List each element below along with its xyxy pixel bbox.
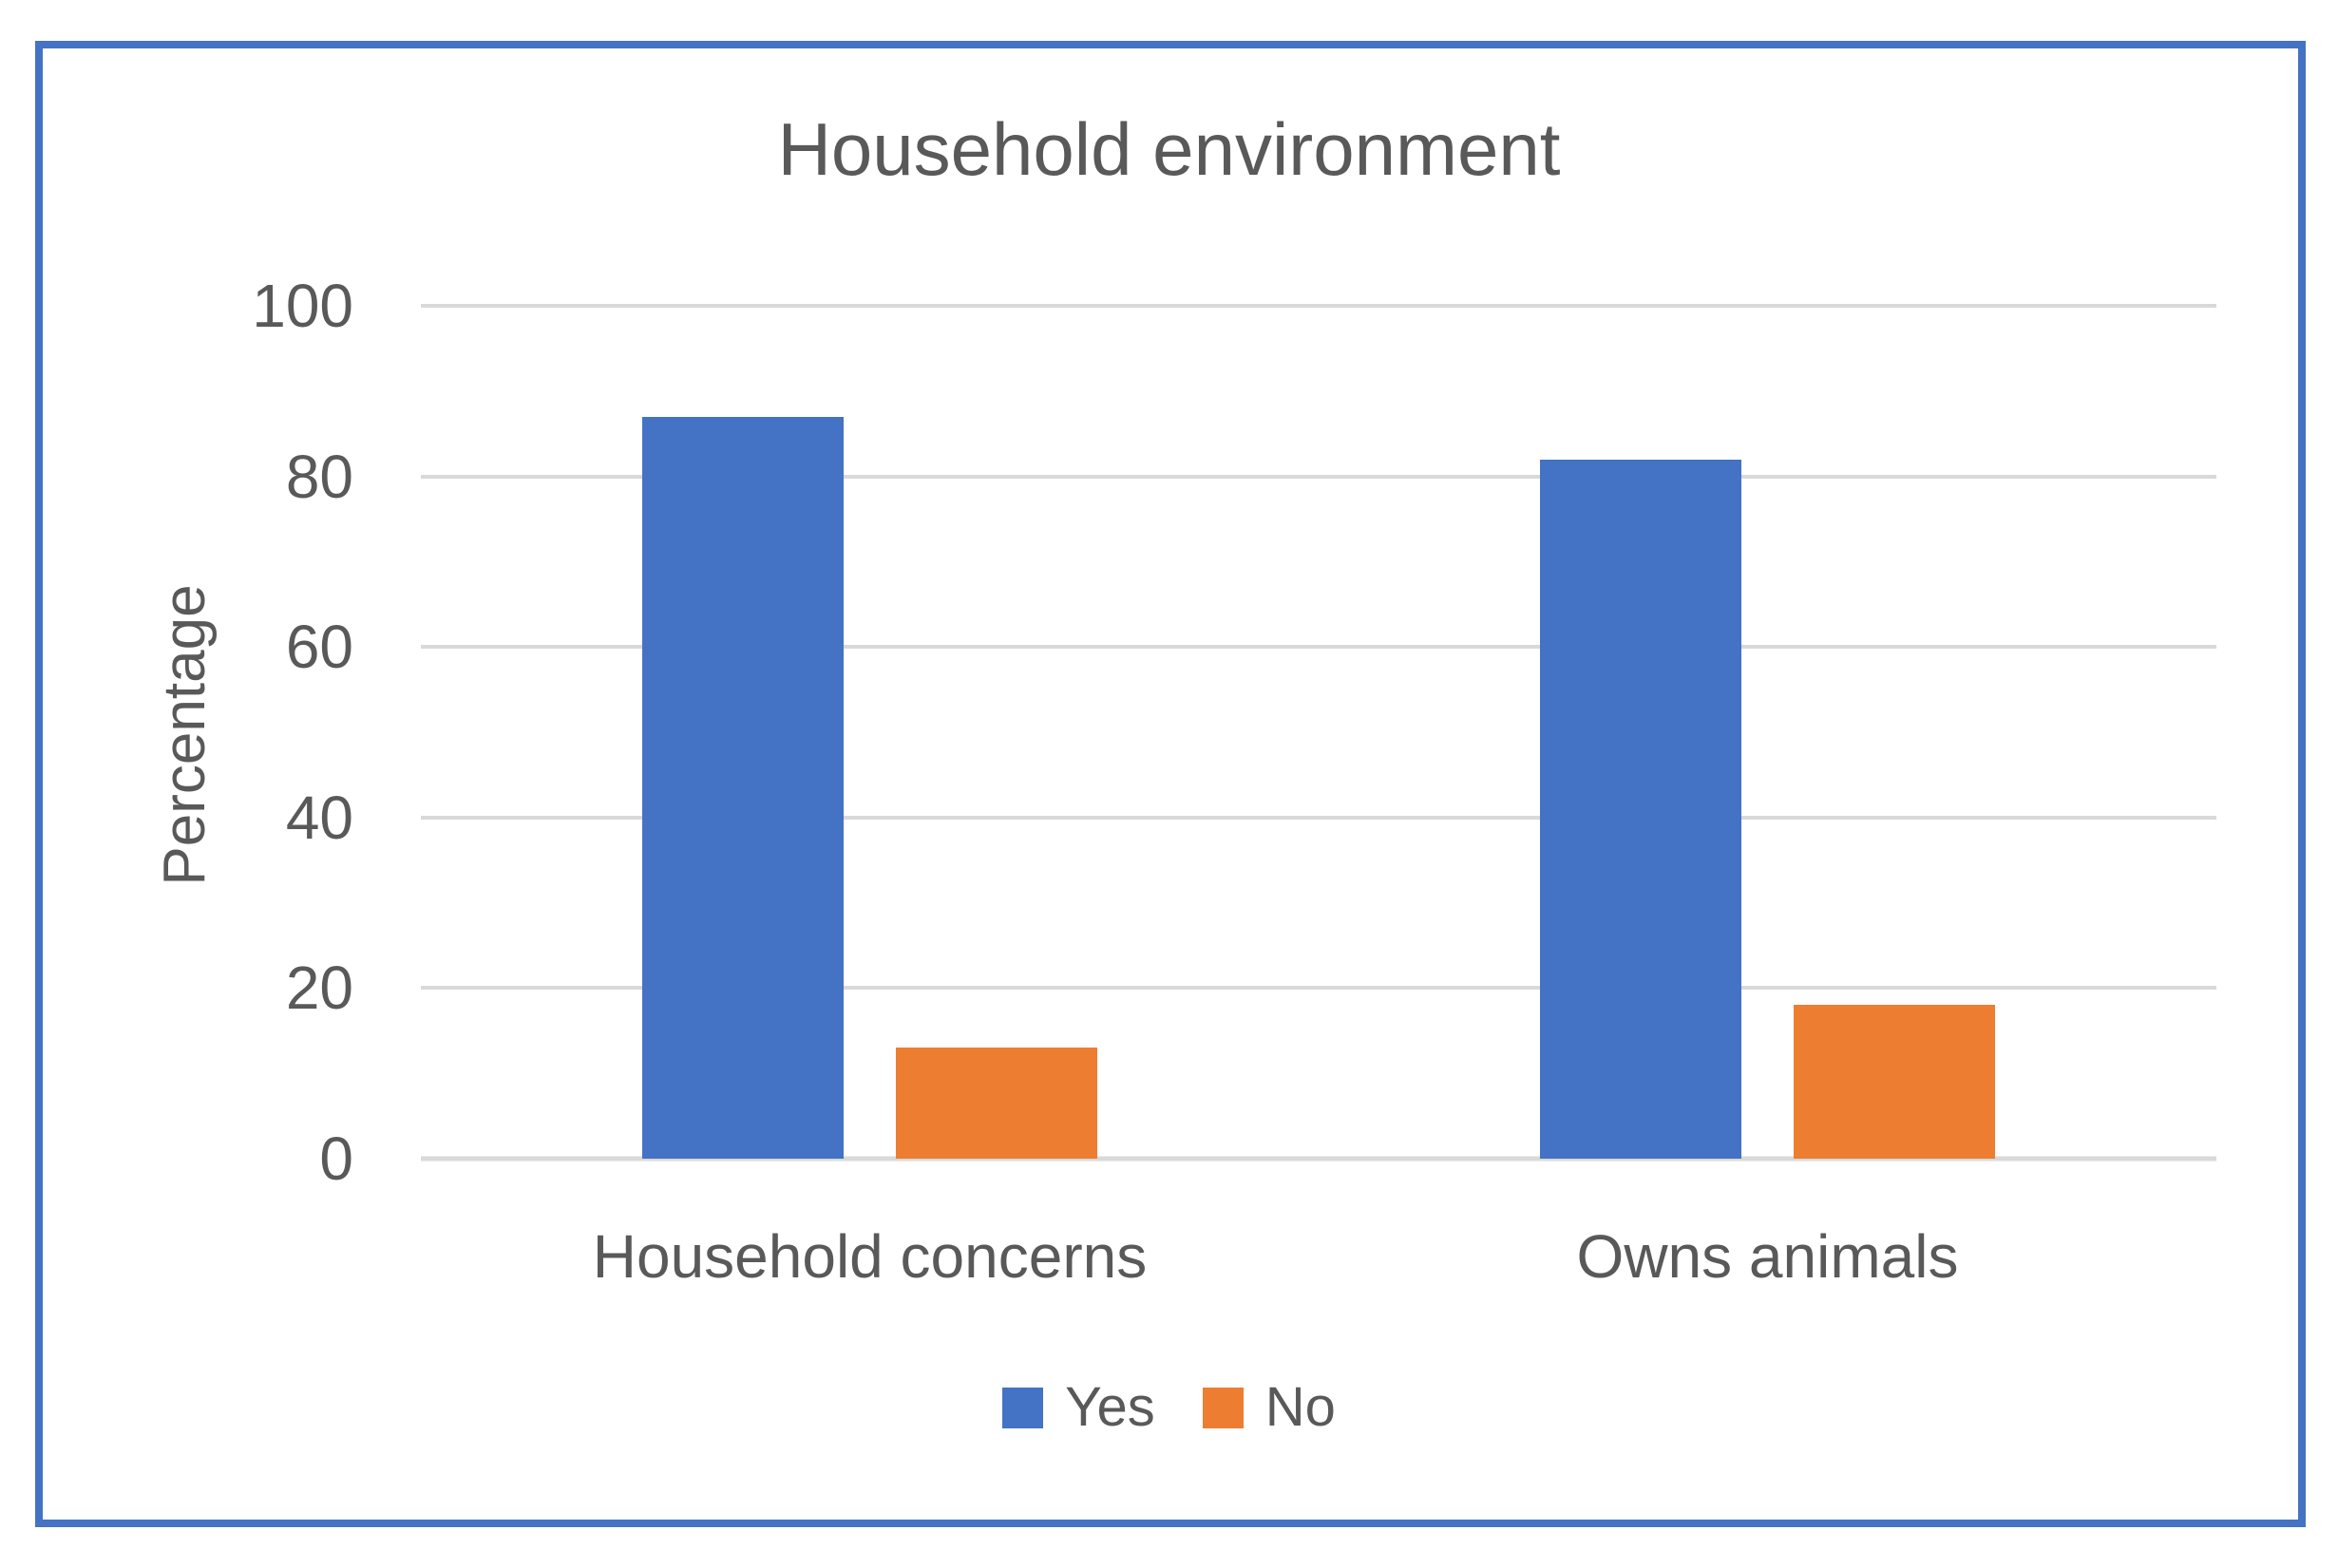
legend-swatch-yes xyxy=(1002,1387,1044,1428)
y-tick-label: 40 xyxy=(285,783,353,852)
gridline xyxy=(421,645,2216,650)
legend: Yes No xyxy=(0,1379,2338,1436)
category-label: Household concerns xyxy=(592,1222,1148,1291)
bar-yes-owns-animals xyxy=(1540,459,1741,1159)
y-tick-label: 20 xyxy=(285,954,353,1023)
legend-label: No xyxy=(1264,1376,1336,1438)
gridline xyxy=(421,304,2216,308)
y-tick-label: 0 xyxy=(319,1124,353,1193)
gridline xyxy=(421,815,2216,820)
category-label: Owns animals xyxy=(1576,1222,1959,1291)
bar-yes-household-concerns xyxy=(642,416,844,1159)
legend-swatch-no xyxy=(1202,1387,1244,1428)
legend-item-yes: Yes xyxy=(1002,1380,1155,1435)
legend-item-no: No xyxy=(1202,1376,1336,1438)
y-tick-label: 100 xyxy=(252,272,353,340)
bar-no-owns-animals xyxy=(1794,1005,1995,1159)
y-tick-label: 80 xyxy=(285,442,353,511)
legend-label: Yes xyxy=(1065,1376,1155,1438)
x-axis-line xyxy=(421,1156,2216,1162)
bar-no-household-concerns xyxy=(896,1048,1097,1159)
gridline xyxy=(421,986,2216,991)
chart-title: Household environment xyxy=(777,107,1561,191)
gridline xyxy=(421,474,2216,479)
y-tick-label: 60 xyxy=(285,613,353,682)
chart-border xyxy=(35,41,2306,1527)
